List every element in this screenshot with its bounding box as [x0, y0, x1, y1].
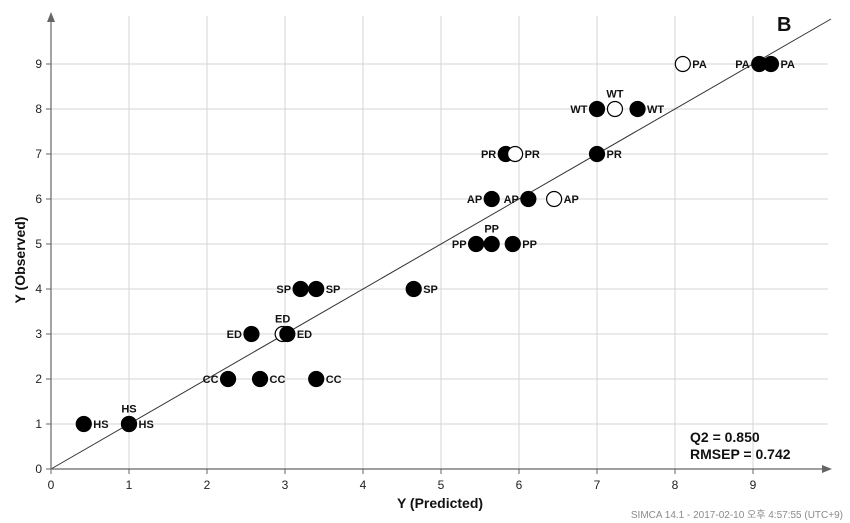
y-tick-label: 4 — [35, 282, 42, 296]
data-point-filled — [219, 370, 237, 388]
point-label: WT — [647, 104, 664, 116]
y-tick-label: 7 — [35, 147, 42, 161]
x-tick-label: 5 — [438, 478, 445, 492]
point-label: WT — [570, 104, 587, 116]
point-label: PA — [735, 59, 750, 71]
x-axis-arrow — [822, 465, 832, 473]
x-tick-label: 9 — [750, 478, 757, 492]
data-point-open — [606, 100, 624, 118]
point-label: ED — [275, 314, 290, 326]
x-tick-label: 3 — [282, 478, 289, 492]
y-tick-label: 9 — [35, 57, 42, 71]
data-point-filled — [405, 280, 422, 298]
data-point-filled — [504, 235, 521, 253]
point-label: SP — [326, 284, 341, 296]
point-label: PR — [525, 149, 540, 161]
data-point-filled — [520, 190, 537, 208]
x-tick-label: 8 — [672, 478, 679, 492]
y-tick-label: 2 — [35, 372, 42, 386]
panel-label: B — [777, 14, 791, 36]
data-point-open — [545, 190, 563, 208]
software-footer: SIMCA 14.1 - 2017-02-10 오후 4:57:55 (UTC+… — [631, 509, 843, 521]
data-point-filled — [629, 100, 646, 118]
data-point-filled — [120, 415, 138, 433]
x-axis-title: Y (Predicted) — [397, 495, 483, 511]
data-point-filled — [762, 55, 780, 73]
point-label: PP — [452, 239, 467, 251]
point-label: PA — [692, 59, 707, 71]
data-point-filled — [588, 145, 606, 163]
data-point-filled — [292, 280, 309, 298]
q2-stat: Q2 = 0.850 — [690, 429, 760, 445]
point-label: PR — [481, 149, 496, 161]
data-point-open — [674, 55, 691, 73]
point-label: CC — [270, 374, 286, 386]
y-tick-label: 5 — [35, 237, 42, 251]
point-label: AP — [564, 194, 579, 206]
x-tick-label: 7 — [594, 478, 601, 492]
data-point-filled — [468, 235, 485, 253]
point-label: HS — [139, 419, 154, 431]
rmsep-stat: RMSEP = 0.742 — [690, 446, 791, 462]
point-label: WT — [606, 89, 623, 101]
point-label: HS — [93, 419, 108, 431]
point-label: AP — [504, 194, 519, 206]
y-axis-title: Y (Observed) — [12, 217, 28, 304]
x-tick-label: 0 — [48, 478, 55, 492]
point-label: CC — [326, 374, 342, 386]
data-point-filled — [75, 415, 92, 433]
data-point-filled — [243, 325, 260, 343]
point-label: SP — [276, 284, 291, 296]
point-label: PR — [607, 149, 622, 161]
points-layer — [75, 55, 780, 433]
y-tick-label: 8 — [35, 102, 42, 116]
grid-layer — [51, 16, 828, 469]
data-point-filled — [483, 235, 500, 253]
data-point-filled — [251, 370, 269, 388]
data-point-filled — [308, 280, 325, 298]
point-label: CC — [203, 374, 219, 386]
data-point-filled — [588, 100, 606, 118]
y-axis-arrow — [47, 12, 55, 22]
x-tick-label: 6 — [516, 478, 523, 492]
data-point-filled — [279, 325, 296, 343]
point-label: AP — [467, 194, 482, 206]
axes-layer: 0 1 2 3 4 5 6 7 8 9 0 1 2 3 4 5 6 7 8 9 — [35, 12, 832, 492]
x-tick-label: 1 — [126, 478, 133, 492]
y-tick-label: 1 — [35, 417, 42, 431]
y-tick-label: 6 — [35, 192, 42, 206]
point-label: PA — [780, 59, 795, 71]
data-point-filled — [308, 370, 325, 388]
point-label: PP — [484, 224, 499, 236]
point-label: HS — [121, 404, 136, 416]
point-label: PP — [522, 239, 537, 251]
data-point-open — [506, 145, 524, 163]
y-tick-label: 0 — [35, 462, 42, 476]
point-label: SP — [423, 284, 438, 296]
point-label: ED — [297, 329, 312, 341]
y-tick-label: 3 — [35, 327, 42, 341]
point-label: ED — [227, 329, 242, 341]
x-tick-label: 2 — [204, 478, 211, 492]
x-tick-label: 4 — [360, 478, 367, 492]
reference-line — [50, 18, 832, 470]
data-point-filled — [483, 190, 500, 208]
